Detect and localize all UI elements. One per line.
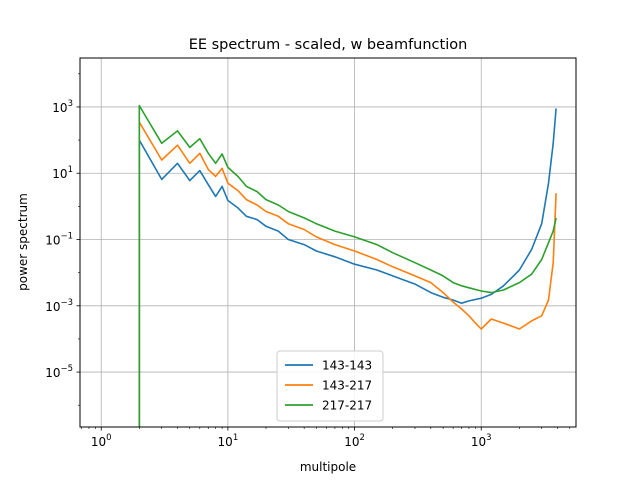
chart-title: EE spectrum - scaled, w beamfunction — [189, 37, 468, 53]
y-tick-label-base: 10 — [45, 234, 60, 248]
x-tick-label: 100 — [91, 433, 112, 449]
grid — [80, 58, 576, 427]
legend-label: 143-143 — [322, 359, 372, 373]
y-tick-label-exp: −3 — [60, 298, 73, 308]
legend-box — [276, 350, 384, 422]
y-tick-label: 10−1 — [45, 232, 73, 248]
x-tick-label: 103 — [471, 433, 492, 449]
x-tick-label-exp: 1 — [233, 433, 238, 443]
y-tick-label-base: 10 — [52, 101, 67, 115]
x-tick-label-base: 10 — [471, 435, 486, 449]
x-tick-label: 102 — [344, 433, 365, 449]
y-tick-label-base: 10 — [45, 300, 60, 314]
y-tick-label-exp: −5 — [60, 364, 73, 374]
x-tick-label-exp: 2 — [359, 433, 364, 443]
y-tick-label-base: 10 — [45, 366, 60, 380]
y-tick-label: 10−3 — [45, 298, 73, 314]
series-line-143-217 — [138, 121, 557, 427]
legend-label: 217-217 — [322, 399, 372, 413]
x-tick-label-exp: 0 — [106, 433, 111, 443]
y-tick-label-base: 10 — [52, 167, 67, 181]
x-tick-label-base: 10 — [344, 435, 359, 449]
series-line-217-217 — [138, 104, 557, 427]
y-tick-label-exp: 1 — [68, 165, 73, 175]
x-axis-label: multipole — [300, 460, 356, 474]
y-tick-label: 101 — [52, 165, 73, 181]
y-tick-label-exp: −1 — [60, 232, 73, 242]
y-tick-label-exp: 3 — [68, 99, 73, 109]
y-tick-label: 103 — [52, 99, 73, 115]
legend-label: 143-217 — [322, 379, 372, 393]
series-layer — [138, 104, 557, 427]
x-tick-label-exp: 3 — [486, 433, 491, 443]
series-line-143-143 — [138, 108, 557, 427]
plot-frame — [79, 57, 577, 428]
legend: 143-143 143-217 217-217 — [276, 350, 384, 422]
x-tick-label-base: 10 — [218, 435, 233, 449]
y-axis-label: power spectrum — [16, 193, 30, 291]
x-tick-label: 101 — [218, 433, 239, 449]
y-tick-label: 10−5 — [45, 364, 73, 380]
x-tick-label-base: 10 — [91, 435, 106, 449]
